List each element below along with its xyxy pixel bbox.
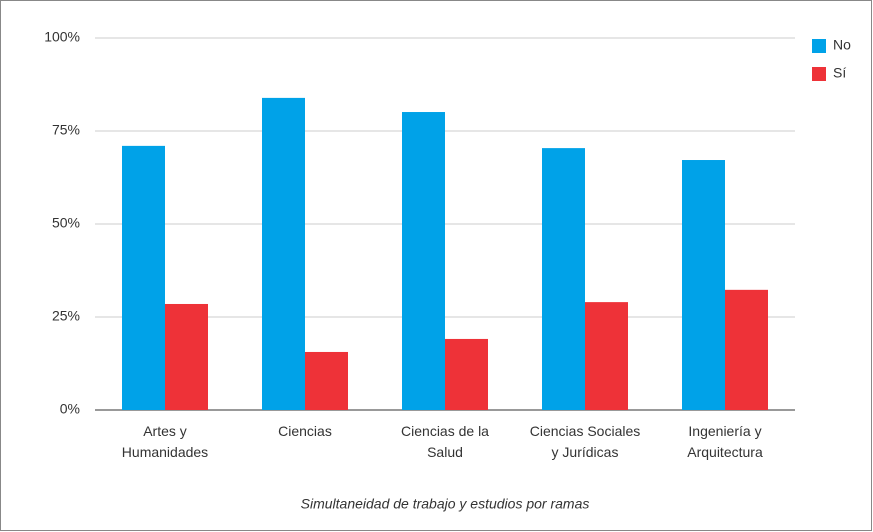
y-tick-label: 25% [52, 308, 80, 324]
x-tick-label: Ciencias de la Salud [401, 423, 489, 460]
bar [305, 351, 348, 410]
legend-label: No [833, 37, 851, 53]
bar [445, 338, 488, 410]
x-tick-label: Ciencias Sociales y Jurídicas [529, 423, 641, 460]
y-tick-label: 50% [52, 215, 80, 231]
x-axis-title: Simultaneidad de trabajo y estudios por … [301, 496, 590, 512]
x-tick-label: Artes y Humanidades [121, 423, 209, 460]
y-tick-label: 0% [60, 401, 80, 417]
bar [402, 112, 445, 410]
bar [165, 303, 208, 410]
legend-label: Sí [833, 65, 846, 81]
x-tick-label: Ciencias [278, 423, 332, 439]
legend-swatch [812, 67, 826, 81]
y-tick-label: 75% [52, 122, 80, 138]
x-tick-label: Ingeniería y Arquitectura [687, 423, 763, 460]
bar [725, 289, 768, 410]
bar [542, 148, 585, 410]
bar [585, 302, 628, 410]
bar [682, 160, 725, 410]
bar [262, 97, 305, 410]
y-tick-label: 100% [44, 29, 80, 45]
legend-swatch [812, 39, 826, 53]
bar [122, 145, 165, 410]
